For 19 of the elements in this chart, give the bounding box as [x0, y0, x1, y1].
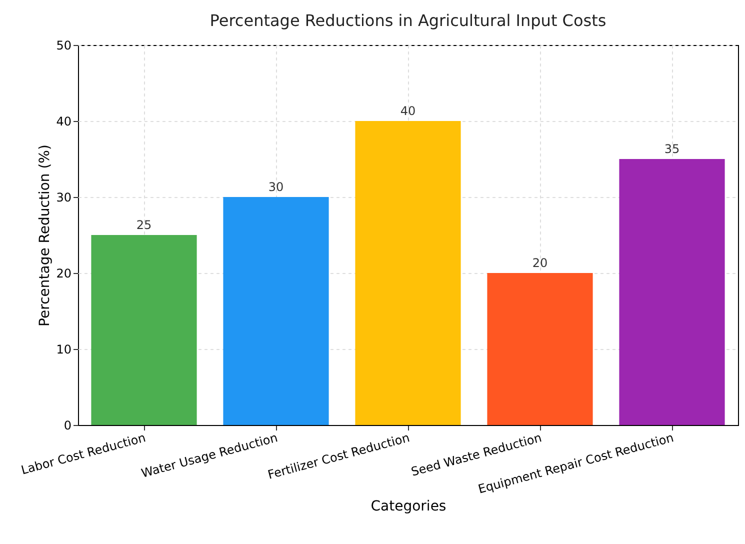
y-tick-label: 50 — [56, 38, 72, 52]
data-label: 20 — [532, 256, 548, 270]
bar — [619, 159, 725, 425]
bar — [223, 197, 329, 425]
y-tick-label: 20 — [56, 266, 72, 280]
chart-title: Percentage Reductions in Agricultural Input Costs — [210, 11, 606, 30]
y-tick-label: 10 — [56, 342, 72, 356]
data-label: 35 — [664, 142, 680, 156]
data-label: 40 — [400, 104, 416, 118]
y-axis-title: Percentage Reduction (%) — [37, 144, 54, 326]
x-axis-title: Categories — [370, 498, 446, 514]
data-label: 30 — [268, 180, 284, 194]
data-label: 25 — [136, 218, 152, 232]
bar — [355, 121, 461, 425]
bar — [91, 235, 197, 425]
y-tick-label: 0 — [64, 418, 72, 432]
y-tick-label: 30 — [56, 190, 72, 204]
y-tick-label: 40 — [56, 114, 72, 128]
bar — [487, 273, 593, 425]
